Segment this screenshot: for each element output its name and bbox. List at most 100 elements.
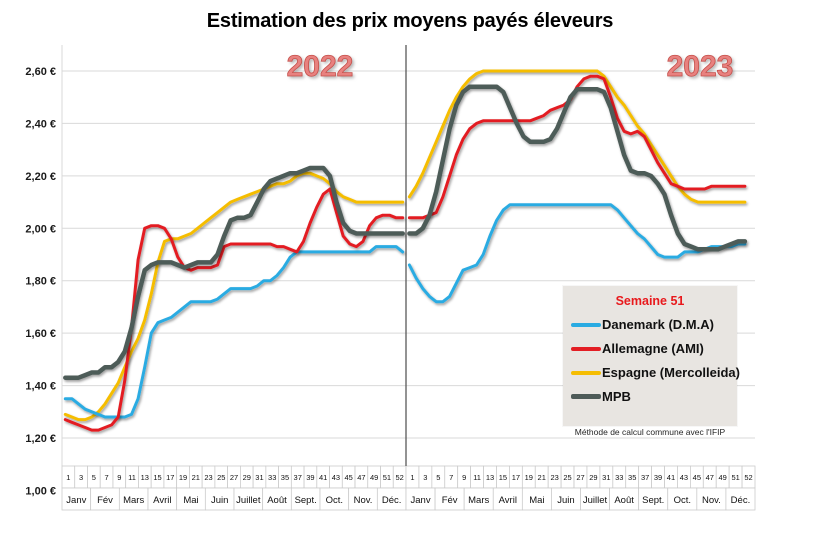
y-tick-label: 1,00 € bbox=[25, 485, 56, 497]
week-tick-label: 27 bbox=[230, 473, 238, 482]
legend-label-allemagne: Allemagne (AMI) bbox=[602, 341, 704, 356]
month-label: Nov. bbox=[354, 495, 373, 506]
month-label: Déc. bbox=[382, 495, 402, 506]
week-tick-label: 43 bbox=[332, 473, 340, 482]
year-label-2023: 2023 bbox=[666, 50, 734, 84]
month-label: Avril bbox=[499, 495, 517, 506]
week-tick-label: 35 bbox=[281, 473, 289, 482]
allemagne-line-swatch bbox=[571, 346, 601, 351]
week-tick-label: 47 bbox=[357, 473, 365, 482]
week-tick-label: 9 bbox=[117, 473, 121, 482]
month-label: Oct. bbox=[326, 495, 343, 506]
month-label: Fév bbox=[442, 495, 458, 506]
month-label: Juin bbox=[557, 495, 574, 506]
week-tick-label: 3 bbox=[423, 473, 427, 482]
month-label: Mai bbox=[183, 495, 198, 506]
month-label: Nov. bbox=[702, 495, 721, 506]
month-label: Mai bbox=[529, 495, 544, 506]
week-tick-label: 27 bbox=[576, 473, 584, 482]
method-footnote: Méthode de calcul commune avec l'IFIP bbox=[574, 427, 726, 437]
week-tick-label: 19 bbox=[179, 473, 187, 482]
chart-title: Estimation des prix moyens payés éleveur… bbox=[206, 10, 614, 32]
week-tick-label: 17 bbox=[512, 473, 520, 482]
legend-label-danemark: Danemark (D.M.A) bbox=[602, 317, 714, 332]
month-label: Juillet bbox=[236, 495, 261, 506]
week-tick-label: 19 bbox=[525, 473, 533, 482]
week-tick-label: 29 bbox=[243, 473, 251, 482]
week-tick-label: 52 bbox=[744, 473, 752, 482]
week-tick-label: 7 bbox=[105, 473, 109, 482]
month-label: Oct. bbox=[674, 495, 691, 506]
week-tick-label: 23 bbox=[550, 473, 558, 482]
week-tick-label: 1 bbox=[66, 473, 70, 482]
y-tick-label: 2,40 € bbox=[25, 118, 56, 130]
y-tick-label: 2,20 € bbox=[25, 171, 56, 183]
week-tick-label: 37 bbox=[294, 473, 302, 482]
week-tick-label: 3 bbox=[79, 473, 83, 482]
y-tick-label: 2,00 € bbox=[25, 223, 56, 235]
week-tick-label: 41 bbox=[319, 473, 327, 482]
month-label: Janv bbox=[66, 495, 86, 506]
legend-item-espagne: Espagne (Mercolleida) bbox=[571, 365, 740, 380]
week-tick-label: 51 bbox=[383, 473, 391, 482]
series-line-espagne bbox=[63, 171, 405, 422]
week-tick-label: 45 bbox=[693, 473, 701, 482]
week-tick-label: 25 bbox=[217, 473, 225, 482]
danemark-line-swatch bbox=[571, 322, 601, 327]
legend-week-annotation: Semaine 51 bbox=[615, 294, 685, 308]
week-tick-label: 31 bbox=[255, 473, 263, 482]
week-tick-label: 21 bbox=[192, 473, 200, 482]
series-line-allemagne bbox=[407, 74, 747, 220]
week-tick-label: 47 bbox=[706, 473, 714, 482]
month-label: Juillet bbox=[583, 495, 608, 506]
year-label-2022: 2022 bbox=[286, 50, 354, 84]
week-tick-label: 21 bbox=[538, 473, 546, 482]
legend-item-allemagne: Allemagne (AMI) bbox=[571, 341, 737, 356]
espagne-line-swatch bbox=[571, 370, 601, 375]
week-tick-label: 25 bbox=[563, 473, 571, 482]
month-label: Déc. bbox=[731, 495, 751, 506]
week-tick-label: 33 bbox=[615, 473, 623, 482]
legend-item-mpb: MPB bbox=[571, 389, 737, 404]
week-tick-label: 49 bbox=[719, 473, 727, 482]
week-tick-label: 15 bbox=[499, 473, 507, 482]
month-label: Juin bbox=[211, 495, 228, 506]
week-tick-label: 52 bbox=[395, 473, 403, 482]
legend-label-mpb: MPB bbox=[602, 389, 631, 404]
month-label: Sept. bbox=[295, 495, 317, 506]
y-tick-label: 1,60 € bbox=[25, 328, 56, 340]
week-tick-label: 7 bbox=[449, 473, 453, 482]
series-line-danemark bbox=[407, 203, 747, 304]
week-tick-label: 45 bbox=[344, 473, 352, 482]
week-tick-label: 9 bbox=[462, 473, 466, 482]
series-line-espagne bbox=[407, 69, 747, 204]
week-tick-label: 11 bbox=[128, 473, 136, 482]
week-tick-label: 39 bbox=[654, 473, 662, 482]
series-line-mpb bbox=[407, 84, 748, 252]
month-label: Janv bbox=[411, 495, 431, 506]
week-tick-label: 41 bbox=[667, 473, 675, 482]
month-label: Avril bbox=[153, 495, 171, 506]
week-tick-label: 5 bbox=[92, 473, 96, 482]
series-line-allemagne bbox=[63, 187, 405, 432]
series-line-mpb bbox=[63, 165, 405, 380]
week-tick-label: 1 bbox=[410, 473, 414, 482]
legend-box: Semaine 51 Danemark (D.M.A) Allemagne (A… bbox=[563, 286, 740, 426]
week-tick-label: 13 bbox=[486, 473, 494, 482]
week-tick-label: 49 bbox=[370, 473, 378, 482]
month-label: Août bbox=[614, 495, 634, 506]
y-tick-label: 1,40 € bbox=[25, 381, 56, 393]
week-tick-label: 39 bbox=[306, 473, 314, 482]
month-label: Fév bbox=[97, 495, 113, 506]
week-tick-label: 33 bbox=[268, 473, 276, 482]
week-tick-label: 51 bbox=[731, 473, 739, 482]
month-label: Sept. bbox=[642, 495, 664, 506]
week-tick-label: 17 bbox=[166, 473, 174, 482]
week-tick-label: 37 bbox=[641, 473, 649, 482]
y-tick-label: 1,80 € bbox=[25, 276, 56, 288]
legend-label-espagne: Espagne (Mercolleida) bbox=[602, 365, 740, 380]
month-cell bbox=[725, 487, 756, 511]
month-label: Août bbox=[267, 495, 287, 506]
y-tick-label: 1,20 € bbox=[25, 433, 56, 445]
